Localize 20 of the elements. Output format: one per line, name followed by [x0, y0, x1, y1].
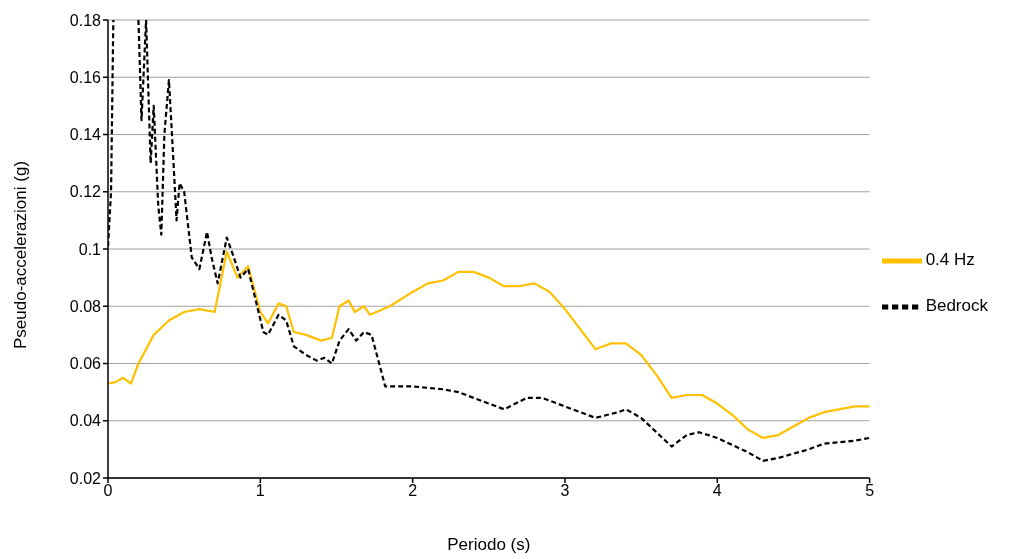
y-axis-title: Pseudo-accelerazioni (g)	[11, 160, 31, 349]
x-tick-label: 3	[560, 482, 570, 500]
y-tick-label: 0.14	[69, 126, 102, 144]
legend-label: Bedrock	[925, 296, 988, 315]
y-tick-label: 0.1	[78, 240, 102, 258]
x-tick-label: 4	[712, 482, 722, 500]
x-tick-label: 2	[408, 482, 418, 500]
y-tick-label: 0.12	[69, 183, 102, 201]
y-tick-label: 0.16	[69, 68, 102, 86]
y-tick-label: 0.02	[69, 469, 102, 487]
legend-label: 0.4 Hz	[925, 250, 975, 269]
y-tick-label: 0.04	[69, 412, 102, 430]
x-tick-label: 1	[255, 482, 265, 500]
x-axis-title: Periodo (s)	[447, 535, 531, 554]
line-series	[108, 250, 870, 440]
y-tick-label: 0.06	[69, 355, 102, 373]
x-tick-label: 5	[865, 482, 875, 500]
y-tick-label: 0.18	[69, 11, 102, 29]
y-tick-label: 0.08	[69, 297, 102, 315]
x-tick-label: 0	[103, 482, 113, 500]
